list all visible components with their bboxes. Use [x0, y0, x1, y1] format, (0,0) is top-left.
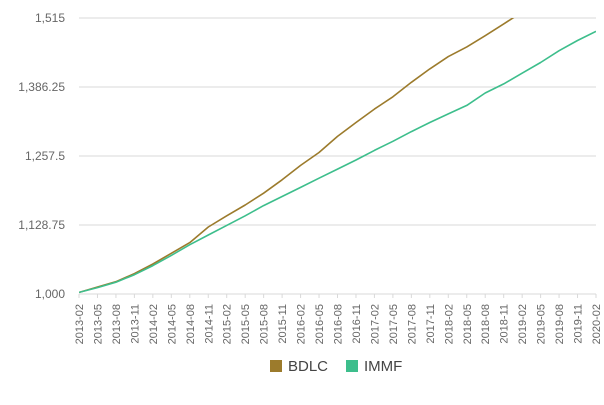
- x-axis: 2013-02 2013-05 2013-08 2013-11 2014-02 2014-…: [74, 294, 603, 344]
- x-tick-label: 2017-02: [369, 304, 381, 344]
- x-tick-label: 2017-11: [425, 304, 437, 344]
- x-tick-label: 2019-08: [554, 304, 566, 344]
- x-tick-label: 2013-11: [129, 304, 141, 344]
- x-tick-label: 2019-11: [573, 304, 585, 344]
- x-tick-label: 2018-11: [499, 304, 511, 344]
- x-tick-label: 2017-05: [388, 304, 400, 344]
- series-lines: [79, 18, 596, 294]
- y-tick-label: 1,386.25: [18, 80, 65, 94]
- grid-lines: [79, 17, 596, 295]
- x-tick-label: 2013-08: [111, 304, 123, 344]
- x-tick-label: 2013-02: [74, 304, 86, 344]
- legend-swatch-immf: [346, 360, 358, 372]
- legend-label-bdlc: BDLC: [288, 358, 328, 375]
- x-tick-label: 2015-02: [222, 304, 234, 344]
- x-tick-label: 2014-11: [203, 304, 215, 344]
- x-tick-label: 2014-08: [185, 304, 197, 344]
- x-tick-label: 2018-08: [480, 304, 492, 344]
- x-tick-label: 2014-05: [166, 304, 178, 344]
- x-tick-label: 2018-02: [443, 304, 455, 344]
- x-tick-label: 2016-05: [314, 304, 326, 344]
- x-tick-label: 2015-08: [259, 304, 271, 344]
- legend-swatch-bdlc: [270, 360, 282, 372]
- y-axis: 1,000 1,128.75 1,257.5 1,386.25 1,515: [18, 11, 65, 301]
- x-tick-label: 2013-05: [92, 304, 104, 344]
- legend: BDLC IMMF: [270, 358, 402, 375]
- x-tick-label: 2017-08: [406, 304, 418, 344]
- x-tick-label: 2019-05: [536, 304, 548, 344]
- x-tick-label: 2016-02: [296, 304, 308, 344]
- series-line-immf: [79, 30, 596, 294]
- x-tick-label: 2015-05: [240, 304, 252, 344]
- x-tick-label: 2016-11: [351, 304, 363, 344]
- x-tick-label: 2018-05: [462, 304, 474, 344]
- y-tick-label: 1,257.5: [25, 149, 65, 163]
- x-tick-label: 2015-11: [277, 304, 289, 344]
- x-tick-label: 2020-02: [591, 304, 603, 344]
- x-tick-label: 2014-02: [148, 304, 160, 344]
- x-tick-label: 2016-08: [333, 304, 345, 344]
- series-line-bdlc: [79, 18, 515, 294]
- y-tick-label: 1,000: [35, 287, 65, 301]
- x-tick-label: 2019-02: [517, 304, 529, 344]
- y-tick-label: 1,128.75: [18, 218, 65, 232]
- y-tick-label: 1,515: [35, 11, 65, 25]
- legend-label-immf: IMMF: [364, 358, 402, 375]
